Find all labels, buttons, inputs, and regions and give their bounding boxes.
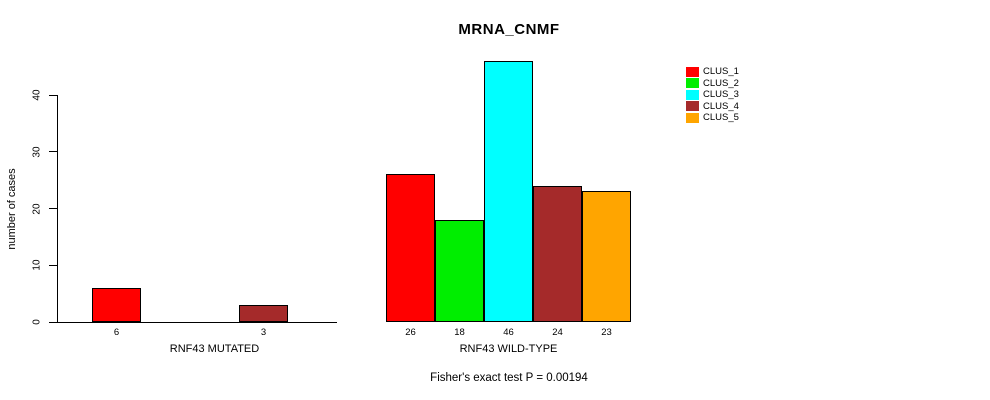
bar-clus_1-mutated [92,288,141,322]
legend: CLUS_1 CLUS_2 CLUS_3 CLUS_4 CLUS_5 [686,66,739,124]
legend-item-clus_4: CLUS_4 [686,101,739,113]
legend-label: CLUS_3 [703,89,739,101]
x-baseline [58,321,337,323]
legend-label: CLUS_2 [703,77,739,89]
chart-title: MRNA_CNMF [458,21,560,38]
bar-value-label: 24 [552,327,563,338]
x-group-label: RNF43 MUTATED [169,343,260,355]
y-axis-line [57,94,58,323]
x-group-label: RNF43 WILD-TYPE [459,343,558,355]
bar-value-label: 46 [503,327,514,338]
bar-value-label: 23 [601,327,612,338]
bar-clus_4-mutated [239,305,288,322]
y-tick-mark [49,208,57,209]
bar-clus_3-wildtype [484,61,533,322]
legend-swatch-clus_1 [686,66,699,77]
bar-clus_2-wildtype [435,220,484,322]
y-tick-mark [49,94,57,96]
bar-clus_4-wildtype [533,186,582,322]
fisher-test-annotation: Fisher's exact test P = 0.00194 [430,372,588,384]
bar-value-label: 18 [454,327,465,338]
bar-value-label: 26 [405,327,416,338]
legend-item-clus_2: CLUS_2 [686,78,739,90]
y-tick-label: 40 [31,89,43,101]
legend-swatch-clus_2 [686,78,699,89]
y-tick-mark [49,151,57,153]
y-tick-label: 20 [31,202,43,215]
legend-item-clus_1: CLUS_1 [686,66,739,78]
legend-item-clus_3: CLUS_3 [686,89,739,101]
legend-label: CLUS_4 [703,100,739,112]
bar-value-label: 6 [113,327,120,338]
legend-swatch-clus_4 [686,101,699,112]
y-tick-label: 10 [31,259,43,271]
legend-label: CLUS_5 [703,112,739,124]
y-axis-label: number of cases [6,168,18,250]
y-tick-label: 0 [31,319,43,325]
bar-value-label: 3 [260,327,267,338]
y-tick-mark [49,321,57,323]
legend-swatch-clus_3 [686,89,699,100]
bar-clus_1-wildtype [386,174,435,322]
legend-item-clus_5: CLUS_5 [686,112,739,124]
y-tick-mark [49,264,57,266]
legend-label: CLUS_1 [703,66,739,78]
y-tick-label: 30 [31,146,43,158]
legend-swatch-clus_5 [686,112,699,123]
bar-clus_5-wildtype [582,191,631,322]
